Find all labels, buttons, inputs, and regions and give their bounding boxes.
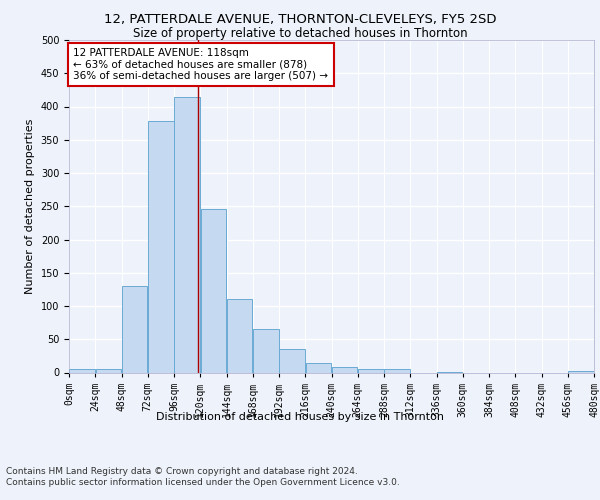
Bar <box>148 121 174 372</box>
Bar <box>384 368 410 372</box>
Text: 12, PATTERDALE AVENUE, THORNTON-CLEVELEYS, FY5 2SD: 12, PATTERDALE AVENUE, THORNTON-CLEVELEY… <box>104 12 496 26</box>
Bar <box>69 369 95 372</box>
Text: Contains HM Land Registry data © Crown copyright and database right 2024.
Contai: Contains HM Land Registry data © Crown c… <box>6 468 400 487</box>
Bar <box>174 96 200 372</box>
Bar <box>122 286 148 372</box>
Bar <box>200 209 226 372</box>
Bar <box>305 362 331 372</box>
Bar <box>279 349 305 372</box>
Text: Distribution of detached houses by size in Thornton: Distribution of detached houses by size … <box>156 412 444 422</box>
Y-axis label: Number of detached properties: Number of detached properties <box>25 118 35 294</box>
Bar <box>95 368 121 372</box>
Text: 12 PATTERDALE AVENUE: 118sqm
← 63% of detached houses are smaller (878)
36% of s: 12 PATTERDALE AVENUE: 118sqm ← 63% of de… <box>73 48 328 81</box>
Bar <box>358 369 384 372</box>
Text: Size of property relative to detached houses in Thornton: Size of property relative to detached ho… <box>133 28 467 40</box>
Bar <box>568 370 594 372</box>
Bar <box>227 298 253 372</box>
Bar <box>253 330 279 372</box>
Bar <box>332 366 358 372</box>
